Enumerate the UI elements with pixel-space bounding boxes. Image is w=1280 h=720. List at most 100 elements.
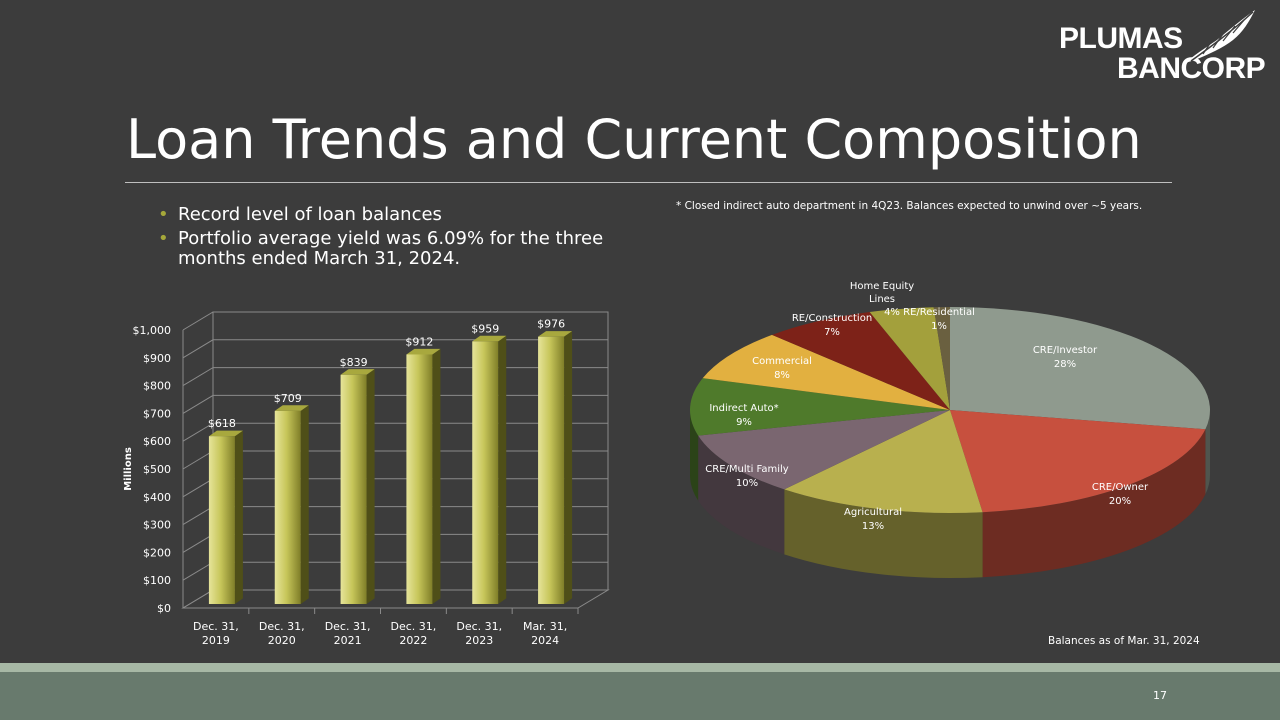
pie-slice-label-line: Commercial xyxy=(752,356,812,367)
pie-slice xyxy=(690,378,950,436)
bullet-item: Record level of loan balances xyxy=(158,205,638,226)
y-tick-label: $500 xyxy=(143,463,171,476)
pie-slice-pct: 9% xyxy=(736,417,752,428)
gridline xyxy=(182,311,608,331)
pie-slice-label-line: RE/Construction xyxy=(792,313,872,324)
x-tick-label: Dec. 31, 2019 xyxy=(193,620,239,647)
pie-slice-pct: 1% xyxy=(931,321,947,332)
y-tick-label: $600 xyxy=(143,435,171,448)
pie-slice-pct: 8% xyxy=(774,370,790,381)
bullet-list: Record level of loan balances Portfolio … xyxy=(158,205,638,273)
bullet-item: Portfolio average yield was 6.09% for th… xyxy=(158,229,638,269)
y-tick-label: $900 xyxy=(143,352,171,365)
pie-slice-label-line: Home Equity xyxy=(850,281,914,292)
x-tick-label-line: Mar. 31, xyxy=(523,620,567,633)
feather-icon xyxy=(1185,10,1255,63)
plumas-logo: PLUMAS BANCORP xyxy=(1055,8,1270,88)
x-tick-label: Dec. 31, 2022 xyxy=(391,620,437,647)
bar-top xyxy=(538,331,573,337)
x-tick-label: Mar. 31, 2024 xyxy=(523,620,567,647)
y-tick-label: $300 xyxy=(143,519,171,532)
pie-slice-label-line: CRE/Owner xyxy=(1092,482,1149,493)
x-tick-label-line: Dec. 31, xyxy=(391,620,437,633)
pie-slice xyxy=(784,410,983,513)
x-tick-label-line: 2020 xyxy=(268,634,296,647)
x-tick-label-line: 2021 xyxy=(334,634,362,647)
pie-slice xyxy=(950,307,1210,430)
pie-slice-pct: 28% xyxy=(1054,359,1076,370)
bar xyxy=(538,336,565,604)
bar-value-label: $618 xyxy=(208,417,236,430)
pie-slice-label: RE/Construction 7% xyxy=(792,313,872,338)
indirect-auto-footnote: * Closed indirect auto department in 4Q2… xyxy=(676,200,1143,212)
slide-title: Loan Trends and Current Composition xyxy=(126,108,1142,171)
pie-slice-label: CRE/Investor 28% xyxy=(1033,345,1098,370)
pie-slice-label: Indirect Auto* 9% xyxy=(709,403,778,428)
pie-slice-side xyxy=(982,429,1206,578)
x-tick-label-line: Dec. 31, xyxy=(193,620,239,633)
bar-top xyxy=(340,369,375,375)
bar-value-label: $912 xyxy=(405,335,433,348)
footer-band-light xyxy=(0,663,1280,672)
bar-side xyxy=(234,430,243,604)
pie-slice-pct: 4% xyxy=(884,307,900,318)
pie-slice-label: CRE/Multi Family 10% xyxy=(705,464,789,489)
pie-slice-label: Commercial 8% xyxy=(752,356,812,381)
bar-side xyxy=(432,348,441,604)
bar-side xyxy=(300,405,309,604)
x-tick-label: Dec. 31, 2023 xyxy=(456,620,502,647)
pie-slice-label: Home Equity Lines 4% xyxy=(850,281,914,318)
y-tick-label: $800 xyxy=(143,380,171,393)
bar xyxy=(472,341,499,604)
pie-slice xyxy=(950,410,1206,513)
pie-slice-label-line: CRE/Investor xyxy=(1033,345,1098,356)
pie-slice xyxy=(772,312,950,410)
bar-value-label: $709 xyxy=(274,392,302,405)
pie-slice-side xyxy=(1205,410,1210,495)
x-tick-label-line: Dec. 31, xyxy=(259,620,305,633)
y-tick-label: $200 xyxy=(143,546,171,559)
x-tick-label-line: 2019 xyxy=(202,634,230,647)
pie-slice-label-line: RE/Residential xyxy=(903,307,975,318)
bar-side xyxy=(366,369,375,604)
bar-top xyxy=(472,335,507,342)
y-axis-label: Millions xyxy=(123,447,134,491)
x-tick-label-line: Dec. 31, xyxy=(325,620,371,633)
pie-slice-label-line: Lines xyxy=(869,294,895,305)
x-tick-label-line: 2022 xyxy=(399,634,427,647)
loan-balance-bar-chart: $0 $100 $200 $300 $400 $500 $600 $700 $800 $900 $1… xyxy=(123,311,610,647)
pie-slice-side xyxy=(698,435,785,555)
pie-slice-pct: 20% xyxy=(1109,496,1131,507)
pie-slice-label: RE/Residential 1% xyxy=(903,307,975,332)
logo-line-1: PLUMAS xyxy=(1059,22,1183,55)
footer-band xyxy=(0,672,1280,720)
title-divider xyxy=(125,182,1172,183)
y-tick-label: $0 xyxy=(157,602,171,615)
pie-slice-label-line: Indirect Auto* xyxy=(709,403,778,414)
balances-as-of-note: Balances as of Mar. 31, 2024 xyxy=(1048,635,1200,647)
pie-slice-pct: 13% xyxy=(862,521,884,532)
pie-slice-label-line: Agricultural xyxy=(844,507,902,518)
pie-slice-label-line: CRE/Multi Family xyxy=(705,464,789,475)
pie-slice xyxy=(698,410,950,490)
pie-slice-label: CRE/Owner 20% xyxy=(1092,482,1149,507)
bar-side xyxy=(498,335,507,604)
bar xyxy=(340,374,367,604)
bar xyxy=(406,354,433,604)
bar-value-label: $976 xyxy=(537,318,565,331)
y-tick-label: $100 xyxy=(143,574,171,587)
pie-slice-label: Agricultural 13% xyxy=(844,507,902,532)
pie-slice-pct: 7% xyxy=(824,327,840,338)
pie-slice-side xyxy=(784,489,983,578)
pie-slice xyxy=(869,307,950,410)
pie-slice-pct: 10% xyxy=(736,478,758,489)
bar-top xyxy=(274,405,309,411)
x-tick-label-line: Dec. 31, xyxy=(456,620,502,633)
y-tick-label: $700 xyxy=(143,407,171,420)
y-tick-label: $400 xyxy=(143,491,171,504)
pie-slice xyxy=(933,307,950,410)
bar xyxy=(274,410,301,604)
x-tick-label-line: 2024 xyxy=(531,634,559,647)
x-tick-label-line: 2023 xyxy=(465,634,493,647)
bar-top xyxy=(406,348,441,355)
